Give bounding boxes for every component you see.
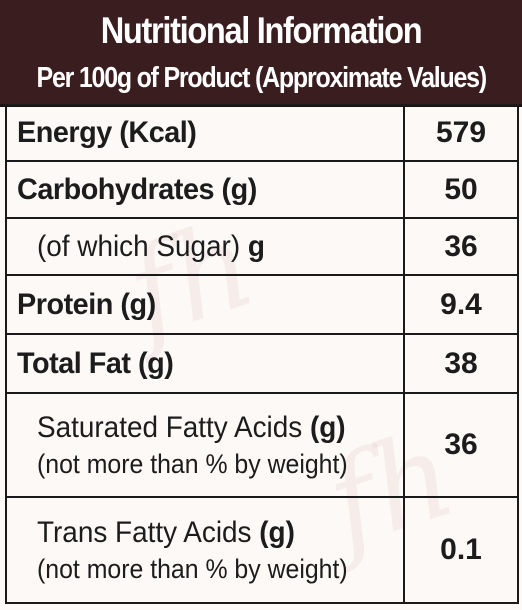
saturated-fat-label: Saturated Fatty Acids (g) [37, 411, 346, 445]
sugar-label-text: (of which Sugar) [37, 229, 241, 263]
total-fat-label: Total Fat (g) [17, 346, 174, 380]
table-row-carbohydrates: Carbohydrates (g) 50 [5, 160, 519, 219]
saturated-fat-note: (not more than % by weight) [37, 448, 348, 479]
row-value-sugar: 36 [403, 217, 519, 276]
sugar-label: (of which Sugar) g [37, 230, 265, 264]
saturated-fat-label-unit: (g) [309, 410, 346, 444]
trans-fat-label-text: Trans Fatty Acids [37, 515, 252, 549]
row-label-trans-fat: Trans Fatty Acids (g) (not more than % b… [5, 496, 405, 604]
row-value-energy: 579 [403, 104, 519, 162]
row-value-carbohydrates: 50 [403, 160, 519, 219]
row-label-sugar: (of which Sugar) g [5, 217, 405, 276]
row-label-total-fat: Total Fat (g) [5, 333, 405, 394]
table-row-protein: Protein (g) 9.4 [5, 274, 519, 335]
row-label-energy: Energy (Kcal) [5, 104, 405, 162]
sugar-label-unit: g [247, 229, 265, 263]
table-row-sugar: (of which Sugar) g 36 [5, 217, 519, 276]
nutrition-subtitle: Per 100g of Product (Approximate Values) [36, 62, 488, 94]
nutrition-table: Energy (Kcal) 579 Carbohydrates (g) 50 (… [5, 104, 519, 604]
row-value-trans-fat: 0.1 [403, 496, 519, 604]
row-value-protein: 9.4 [403, 274, 519, 335]
table-row-trans-fat: Trans Fatty Acids (g) (not more than % b… [5, 496, 519, 604]
trans-fat-note: (not more than % by weight) [37, 553, 348, 584]
nutrition-header: Nutritional Information Per 100g of Prod… [0, 0, 522, 107]
nutrition-title: Nutritional Information [100, 10, 423, 51]
table-row-energy: Energy (Kcal) 579 [5, 104, 519, 162]
carbohydrates-label: Carbohydrates (g) [17, 172, 257, 206]
trans-fat-label-unit: (g) [259, 515, 295, 549]
row-value-saturated-fat: 36 [403, 392, 519, 498]
row-label-saturated-fat: Saturated Fatty Acids (g) (not more than… [5, 392, 405, 498]
row-label-protein: Protein (g) [5, 274, 405, 335]
trans-fat-label: Trans Fatty Acids (g) [37, 516, 295, 550]
row-value-total-fat: 38 [403, 333, 519, 394]
row-label-carbohydrates: Carbohydrates (g) [5, 160, 405, 219]
table-row-total-fat: Total Fat (g) 38 [5, 333, 519, 394]
protein-label: Protein (g) [17, 287, 156, 321]
energy-label: Energy (Kcal) [17, 116, 197, 149]
table-row-saturated-fat: Saturated Fatty Acids (g) (not more than… [5, 392, 519, 498]
saturated-fat-label-text: Saturated Fatty Acids [37, 410, 303, 444]
